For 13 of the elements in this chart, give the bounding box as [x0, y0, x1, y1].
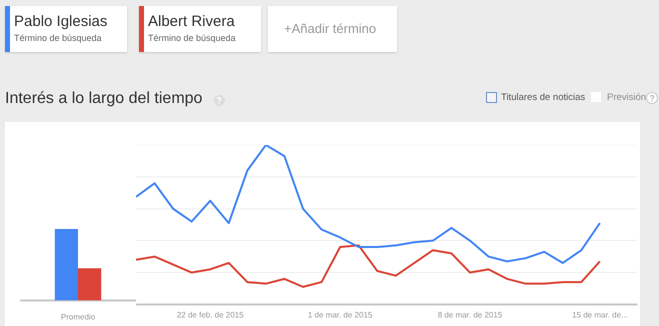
- legend-label: Albert Rivera: [148, 13, 236, 30]
- chart-title: Interés a lo largo del tiempo: [5, 90, 202, 108]
- text: +Añadir término: [268, 6, 397, 52]
- legend-label: Pablo Iglesias: [14, 13, 108, 30]
- x-tick-label: 22 de feb. de 2015: [176, 310, 244, 320]
- text: Titulares de noticias: [501, 92, 586, 103]
- x-tick-label: Promedio: [60, 312, 96, 322]
- x-tick-label: 1 de mar. de 2015: [308, 310, 373, 320]
- text: Término de búsqueda: [14, 33, 103, 43]
- text: Término de búsqueda: [148, 33, 237, 43]
- x-tick-label: 8 de mar. de 2015: [438, 310, 503, 320]
- text: Previsión: [607, 92, 646, 103]
- x-tick-label: 15 de mar. de...: [572, 310, 628, 320]
